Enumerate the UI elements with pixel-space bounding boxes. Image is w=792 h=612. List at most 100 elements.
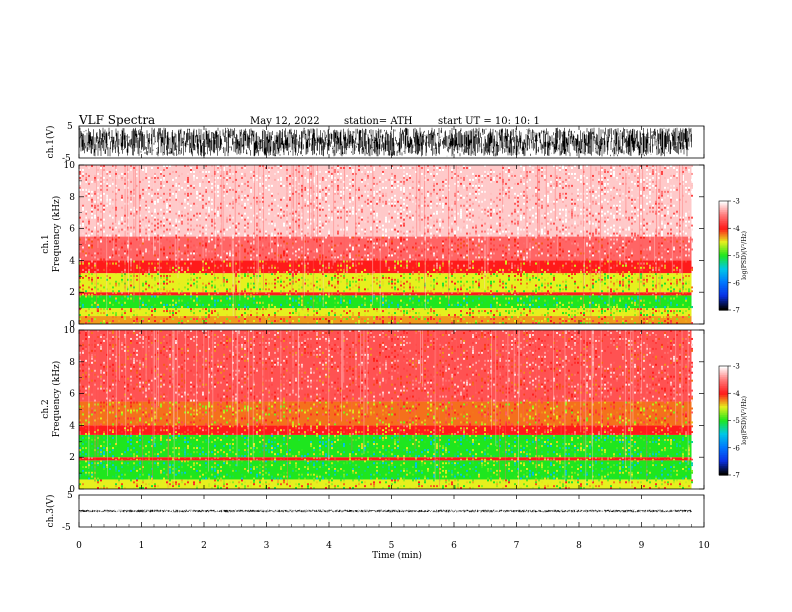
colorbar-segment xyxy=(719,398,728,402)
colorbar-segment xyxy=(719,217,728,220)
xtick-label: 7 xyxy=(514,541,520,551)
time-axis-label: Time (min) xyxy=(372,550,422,561)
colorbar-segment xyxy=(719,215,728,218)
spec2-impulse-streaks xyxy=(79,330,689,489)
colorbar-segment xyxy=(719,411,728,414)
colorbar-tick-label: -7 xyxy=(733,472,740,480)
spec1-band-1-texture xyxy=(79,308,690,317)
colorbar-segment xyxy=(719,407,728,411)
colorbar-segment xyxy=(719,460,728,463)
ytick-label: 0 xyxy=(69,485,75,495)
ytick-label: 8 xyxy=(69,358,75,368)
ch3-waveform-trace xyxy=(79,509,692,513)
colorbar-label: log(PSD)(V²/Hz) xyxy=(741,231,748,280)
colorbar-segment xyxy=(719,396,728,400)
colorbar-segment xyxy=(719,240,728,244)
colorbar-segment xyxy=(719,255,728,258)
spec2-band-0 xyxy=(79,479,692,489)
colorbar-tick-label: -3 xyxy=(733,363,740,371)
colorbar-tick-label: -5 xyxy=(733,417,740,425)
colorbar-segment xyxy=(719,409,728,413)
ch3-ytick-top: 5 xyxy=(67,491,73,501)
colorbar-segment xyxy=(719,395,728,398)
colorbar-segment xyxy=(719,202,728,206)
colorbar-segment xyxy=(719,422,728,425)
colorbar-segment xyxy=(719,239,728,242)
colorbar-segment xyxy=(719,288,728,291)
colorbar-segment xyxy=(719,462,728,465)
ytick-label: 2 xyxy=(69,453,75,463)
colorbar-segment xyxy=(719,427,728,431)
colorbar-segment xyxy=(719,405,728,409)
colorbar-segment xyxy=(719,259,728,262)
colorbar-segment xyxy=(719,284,728,287)
colorbar-segment xyxy=(719,456,728,460)
colorbar-segment xyxy=(719,366,728,369)
colorbar-segment xyxy=(719,453,728,456)
colorbar-segment xyxy=(719,299,728,302)
colorbar-segment xyxy=(719,418,728,422)
colorbar-tick-label: -5 xyxy=(733,252,740,260)
ch1-spectrogram-ylabel-frequency: Frequency (kHz) xyxy=(51,196,62,273)
colorbar-segment xyxy=(719,378,728,382)
colorbar-segment xyxy=(719,201,728,204)
ch1-ytick-top: 5 xyxy=(67,122,73,132)
ch1-waveform-panel: 5 -5 ch.1(V) xyxy=(45,122,705,164)
ch1-waveform-trace xyxy=(79,127,692,157)
time-axis-ticks: 0 1 2 3 4 5 6 7 8 9 10 xyxy=(76,126,710,551)
colorbar-segment xyxy=(719,308,728,311)
ytick-label: 6 xyxy=(69,225,75,235)
colorbar-segment xyxy=(719,230,728,233)
colorbar-segment xyxy=(719,465,728,469)
colorbar-segment xyxy=(719,369,728,373)
colorbar-segment xyxy=(719,277,728,280)
colorbar-segment xyxy=(719,242,728,246)
spec1-band-3 xyxy=(79,292,692,296)
colorbar-segment xyxy=(719,282,728,286)
colorbar-segment xyxy=(719,231,728,235)
ch2-spectrogram-ylabel-channel: ch.2 xyxy=(41,399,51,418)
colorbar-segment xyxy=(719,371,728,374)
colorbar-segment xyxy=(719,429,728,432)
colorbar-segment xyxy=(719,208,728,211)
colorbar-segment xyxy=(719,257,728,260)
wave1-trace-line xyxy=(79,127,692,157)
ch3-ytick-bottom: -5 xyxy=(62,523,71,533)
ch2-yaxis-ticks: 0 2 4 6 8 10 xyxy=(64,326,704,495)
xtick-label: 10 xyxy=(698,541,710,551)
figure-title: VLF Spectra xyxy=(78,113,155,127)
spec1-band-3-texture xyxy=(79,292,687,296)
colorbar-segment xyxy=(719,237,728,240)
colorbar-segment xyxy=(719,275,728,278)
ch2-spectrogram-heatmap xyxy=(79,330,693,489)
colorbar-segment xyxy=(719,442,728,445)
colorbar-tick-label: -7 xyxy=(733,307,740,315)
ch1-waveform-ylabel: ch.1(V) xyxy=(45,126,56,159)
colorbar-segment xyxy=(719,469,728,472)
colorbar-segment xyxy=(719,387,728,391)
colorbar-segment xyxy=(719,384,728,387)
xtick-label: 8 xyxy=(576,541,582,551)
colorbar-segment xyxy=(719,290,728,293)
colorbar-segment xyxy=(719,445,728,449)
ytick-label: 0 xyxy=(69,320,75,330)
colorbar-segment xyxy=(719,449,728,452)
colorbar-segment xyxy=(719,451,728,454)
colorbar-segment xyxy=(719,266,728,269)
ch1-ytick-bottom: -5 xyxy=(62,154,71,164)
spec2-band-3-texture xyxy=(79,434,693,458)
ytick-label: 2 xyxy=(69,288,75,298)
colorbar-segment xyxy=(719,431,728,434)
colorbar-segment xyxy=(719,306,728,309)
colorbar-segment xyxy=(719,279,728,282)
colorbar-segment xyxy=(719,211,728,215)
colorbar-segment xyxy=(719,270,728,273)
spec1-band-2-texture xyxy=(79,295,693,309)
colorbar-segment xyxy=(719,220,728,224)
colorbar-segment xyxy=(719,447,728,451)
ch1-spectrogram-ylabel-channel: ch.1 xyxy=(41,234,51,253)
ch3-waveform-ylabel: ch.3(V) xyxy=(45,495,56,528)
colorbar-segment xyxy=(719,206,728,209)
date-label: May 12, 2022 xyxy=(250,116,320,127)
